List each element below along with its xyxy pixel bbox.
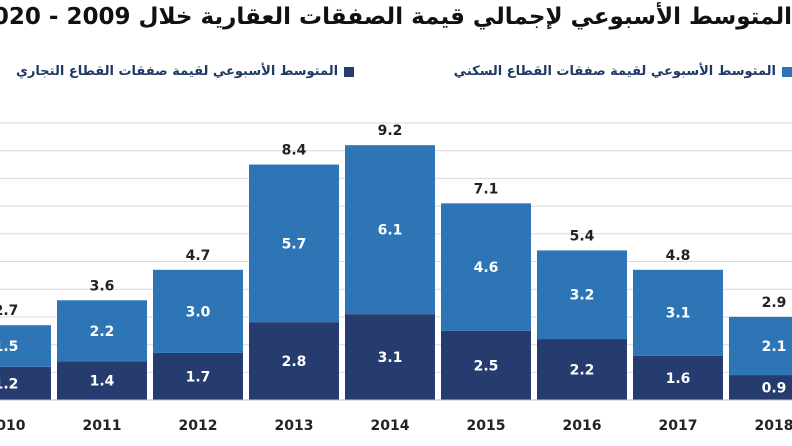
data-label-commercial: 2.2 <box>570 363 595 379</box>
legend-residential-swatch <box>782 66 792 77</box>
data-label-residential: 3.1 <box>666 306 691 322</box>
data-label-residential: 5.7 <box>282 236 307 252</box>
bar-commercial <box>441 330 531 400</box>
data-label-commercial: 0.9 <box>762 381 787 397</box>
x-tick-label: 2012 <box>179 418 218 434</box>
data-label-residential: 4.6 <box>474 260 499 276</box>
bar-residential <box>633 269 723 356</box>
legend-commercial-label: المتوسط الأسبوعي لقيمة صفقات القطاع التج… <box>16 64 339 79</box>
bar-commercial <box>633 355 723 400</box>
bar-residential <box>729 316 792 376</box>
total-label: 2.9 <box>762 295 787 311</box>
data-label-residential: 6.1 <box>378 223 403 239</box>
x-tick-label: 2010 <box>0 418 26 434</box>
chart-title: المتوسط الأسبوعي لإجمالي قيمة الصفقات ال… <box>0 4 792 30</box>
total-label: 4.7 <box>186 248 211 264</box>
bar-commercial <box>249 322 339 400</box>
data-label-commercial: 3.1 <box>378 350 403 366</box>
total-label: 7.1 <box>474 181 499 197</box>
bar-commercial <box>0 366 51 400</box>
bar-residential <box>153 269 243 353</box>
data-label-residential: 3.0 <box>186 304 211 320</box>
x-tick-label: 2016 <box>563 418 602 434</box>
x-tick-label: 2014 <box>371 418 410 434</box>
bar-residential <box>249 164 339 323</box>
bar-residential <box>0 325 51 367</box>
bar-commercial <box>153 352 243 400</box>
x-tick-label: 2018 <box>755 418 792 434</box>
data-label-commercial: 1.7 <box>186 369 211 385</box>
x-tick-label: 2013 <box>275 418 314 434</box>
bar-commercial <box>345 314 435 400</box>
x-tick-label: 2017 <box>659 418 698 434</box>
bar-residential <box>441 203 531 331</box>
data-label-residential: 2.1 <box>762 339 787 355</box>
data-label-commercial: 2.5 <box>474 358 499 374</box>
data-label-commercial: 1.4 <box>90 374 115 390</box>
legend-commercial: المتوسط الأسبوعي لقيمة صفقات القطاع التج… <box>16 64 355 79</box>
bar-commercial <box>729 375 792 400</box>
bar-residential <box>57 300 147 362</box>
bar-commercial <box>57 361 147 400</box>
bar-residential <box>537 250 627 340</box>
data-label-residential: 3.2 <box>570 288 595 304</box>
total-label: 5.4 <box>570 228 595 244</box>
x-tick-label: 2015 <box>467 418 506 434</box>
total-label: 8.4 <box>282 143 307 159</box>
total-label: 2.7 <box>0 303 18 319</box>
bar-commercial <box>537 339 627 400</box>
data-label-commercial: 1.2 <box>0 376 18 392</box>
data-label-residential: 2.2 <box>90 324 115 340</box>
data-label-commercial: 2.8 <box>282 354 307 370</box>
legend-residential: المتوسط الأسبوعي لقيمة صفقات القطاع السك… <box>454 64 792 79</box>
legend-residential-label: المتوسط الأسبوعي لقيمة صفقات القطاع السك… <box>453 64 776 79</box>
total-label: 4.8 <box>666 248 691 264</box>
total-label: 3.6 <box>90 278 115 294</box>
bar-residential <box>345 145 435 315</box>
total-label: 9.2 <box>378 123 403 139</box>
data-label-residential: 1.5 <box>0 339 18 355</box>
data-label-commercial: 1.6 <box>666 371 691 387</box>
legend-commercial-swatch <box>344 66 355 77</box>
x-tick-label: 2011 <box>83 418 122 434</box>
